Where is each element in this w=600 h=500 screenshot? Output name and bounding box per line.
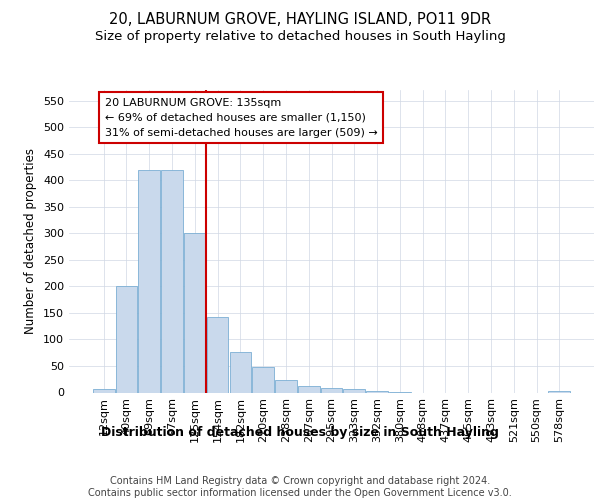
Bar bbox=[161, 170, 183, 392]
Bar bbox=[253, 367, 274, 392]
Text: Contains HM Land Registry data © Crown copyright and database right 2024.
Contai: Contains HM Land Registry data © Crown c… bbox=[88, 476, 512, 498]
Text: Size of property relative to detached houses in South Hayling: Size of property relative to detached ho… bbox=[95, 30, 505, 43]
Y-axis label: Number of detached properties: Number of detached properties bbox=[25, 148, 37, 334]
Bar bbox=[275, 380, 297, 392]
Text: Distribution of detached houses by size in South Hayling: Distribution of detached houses by size … bbox=[101, 426, 499, 439]
Bar bbox=[184, 234, 206, 392]
Bar bbox=[116, 286, 137, 393]
Bar bbox=[207, 316, 229, 392]
Bar bbox=[298, 386, 320, 392]
Bar bbox=[320, 388, 343, 392]
Bar bbox=[93, 389, 115, 392]
Bar bbox=[366, 391, 388, 392]
Bar bbox=[230, 352, 251, 393]
Bar bbox=[343, 390, 365, 392]
Bar bbox=[548, 391, 570, 392]
Text: 20 LABURNUM GROVE: 135sqm
← 69% of detached houses are smaller (1,150)
31% of se: 20 LABURNUM GROVE: 135sqm ← 69% of detac… bbox=[105, 98, 377, 138]
Text: 20, LABURNUM GROVE, HAYLING ISLAND, PO11 9DR: 20, LABURNUM GROVE, HAYLING ISLAND, PO11… bbox=[109, 12, 491, 28]
Bar bbox=[139, 170, 160, 392]
